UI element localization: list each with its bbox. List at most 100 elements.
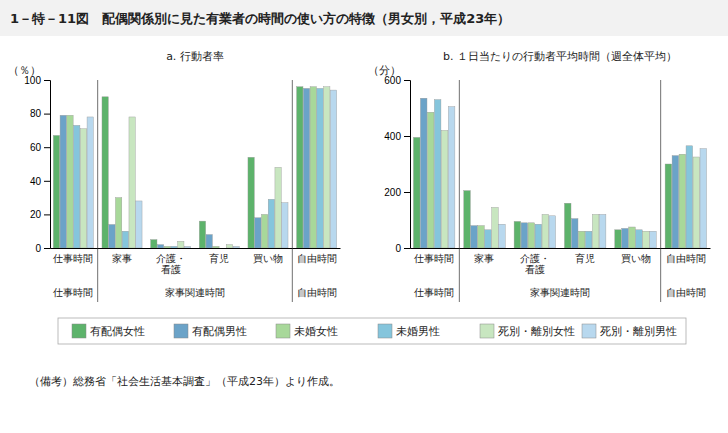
- bar: [650, 231, 657, 248]
- bar: [700, 149, 707, 248]
- bars: [413, 98, 706, 248]
- bar: [564, 203, 571, 248]
- y-axis: 020406080100: [24, 75, 50, 254]
- bar: [441, 130, 448, 248]
- series: [67, 87, 317, 248]
- legend-label: 未婚女性: [294, 325, 338, 337]
- group-label: 家事関連時間: [165, 287, 225, 298]
- bar: [80, 129, 86, 248]
- chart-svg: 1－特－11図 配偶関係別に見た有業者の時間の使い方の特徴（男女別，平成23年）…: [0, 0, 728, 433]
- bar: [672, 156, 679, 248]
- bar: [578, 231, 585, 248]
- group-divider: [459, 80, 460, 302]
- bar: [226, 245, 232, 248]
- bar: [261, 214, 267, 248]
- y-tick: 400: [384, 131, 410, 142]
- y-axis-label: （分）: [368, 64, 401, 77]
- y-tick: 200: [384, 187, 410, 198]
- group-divider: [97, 80, 98, 302]
- chart-title: 1－特－11図 配偶関係別に見た有業者の時間の使い方の特徴（男女別，平成23年）: [10, 11, 510, 26]
- bar: [549, 216, 556, 248]
- y-tick-mark: [44, 80, 50, 81]
- legend-swatch: [276, 324, 290, 338]
- bar: [542, 214, 549, 248]
- series: [434, 100, 692, 248]
- y-tick: 40: [30, 176, 50, 187]
- legend-swatch: [378, 324, 392, 338]
- bar: [622, 228, 629, 248]
- bar: [427, 112, 434, 248]
- bar: [151, 240, 157, 248]
- y-tick-label: 0: [35, 243, 41, 254]
- bar: [184, 246, 190, 248]
- bar: [420, 98, 427, 248]
- bar: [521, 223, 528, 248]
- group-label: 仕事時間: [414, 287, 454, 298]
- y-tick-mark: [44, 114, 50, 115]
- legend-label: 有配偶女性: [90, 325, 145, 337]
- y-tick-mark: [44, 181, 50, 182]
- bar: [220, 248, 226, 249]
- bar: [213, 246, 219, 248]
- bar: [478, 226, 485, 248]
- panel: 0200400600仕事時間家事介護・看護育児買い物自由時間仕事時間家事関連時間…: [368, 50, 711, 302]
- bar: [136, 201, 142, 248]
- y-axis-line: [404, 81, 411, 249]
- bar: [129, 117, 135, 248]
- y-axis-label: （％）: [8, 64, 41, 77]
- bar: [115, 198, 121, 248]
- bar: [665, 164, 672, 248]
- group-label: 自由時間: [666, 287, 706, 298]
- bar: [109, 224, 115, 248]
- bar: [615, 230, 622, 248]
- bar: [636, 230, 643, 248]
- y-tick-label: 200: [384, 187, 401, 198]
- bar: [514, 221, 521, 248]
- y-tick-mark: [404, 136, 410, 137]
- y-tick-mark: [44, 214, 50, 215]
- bar: [199, 221, 205, 248]
- bar: [67, 115, 73, 248]
- y-tick-label: 400: [384, 131, 401, 142]
- bar: [60, 115, 66, 248]
- bar: [686, 146, 693, 248]
- y-tick-mark: [404, 248, 410, 249]
- bar: [157, 245, 163, 248]
- bar: [171, 246, 177, 248]
- bar: [330, 90, 336, 248]
- category-label: 自由時間: [297, 253, 337, 264]
- bar: [310, 87, 316, 248]
- bar: [178, 241, 184, 248]
- panel-title: a. 行動者率: [166, 50, 224, 63]
- group-label: 家事関連時間: [530, 287, 590, 298]
- x-axis: [51, 248, 341, 249]
- y-tick-mark: [44, 248, 50, 249]
- bar: [471, 226, 478, 248]
- category-label: 育児: [575, 253, 595, 264]
- series: [448, 107, 706, 248]
- bar: [206, 235, 212, 248]
- y-tick: 80: [30, 108, 50, 119]
- bar: [599, 214, 606, 248]
- panel: 020406080100仕事時間家事介護・看護育児買い物自由時間仕事時間家事関連…: [8, 50, 341, 302]
- group-label: 自由時間: [297, 287, 337, 298]
- y-tick: 60: [30, 142, 50, 153]
- x-axis-line: [411, 248, 711, 249]
- bar: [434, 100, 441, 248]
- legend-swatch: [174, 324, 188, 338]
- y-tick: 0: [35, 243, 50, 254]
- y-axis: 0200400600: [384, 75, 410, 254]
- bar: [282, 203, 288, 248]
- category-label: 仕事時間: [414, 253, 454, 264]
- bar: [585, 231, 592, 248]
- bar: [528, 223, 535, 248]
- bar: [53, 135, 59, 248]
- title-background: [0, 0, 728, 36]
- series: [74, 88, 324, 248]
- footer-note: （備考）総務省「社会生活基本調査」（平成23年）より作成。: [29, 375, 340, 388]
- category-label: 介護・看護: [156, 253, 186, 275]
- category-label: 介護・看護: [520, 253, 550, 275]
- bar: [643, 231, 650, 248]
- legend: 有配偶女性有配偶男性未婚女性未婚男性死別・離別女性死別・離別男性: [58, 318, 686, 344]
- y-tick: 0: [395, 243, 410, 254]
